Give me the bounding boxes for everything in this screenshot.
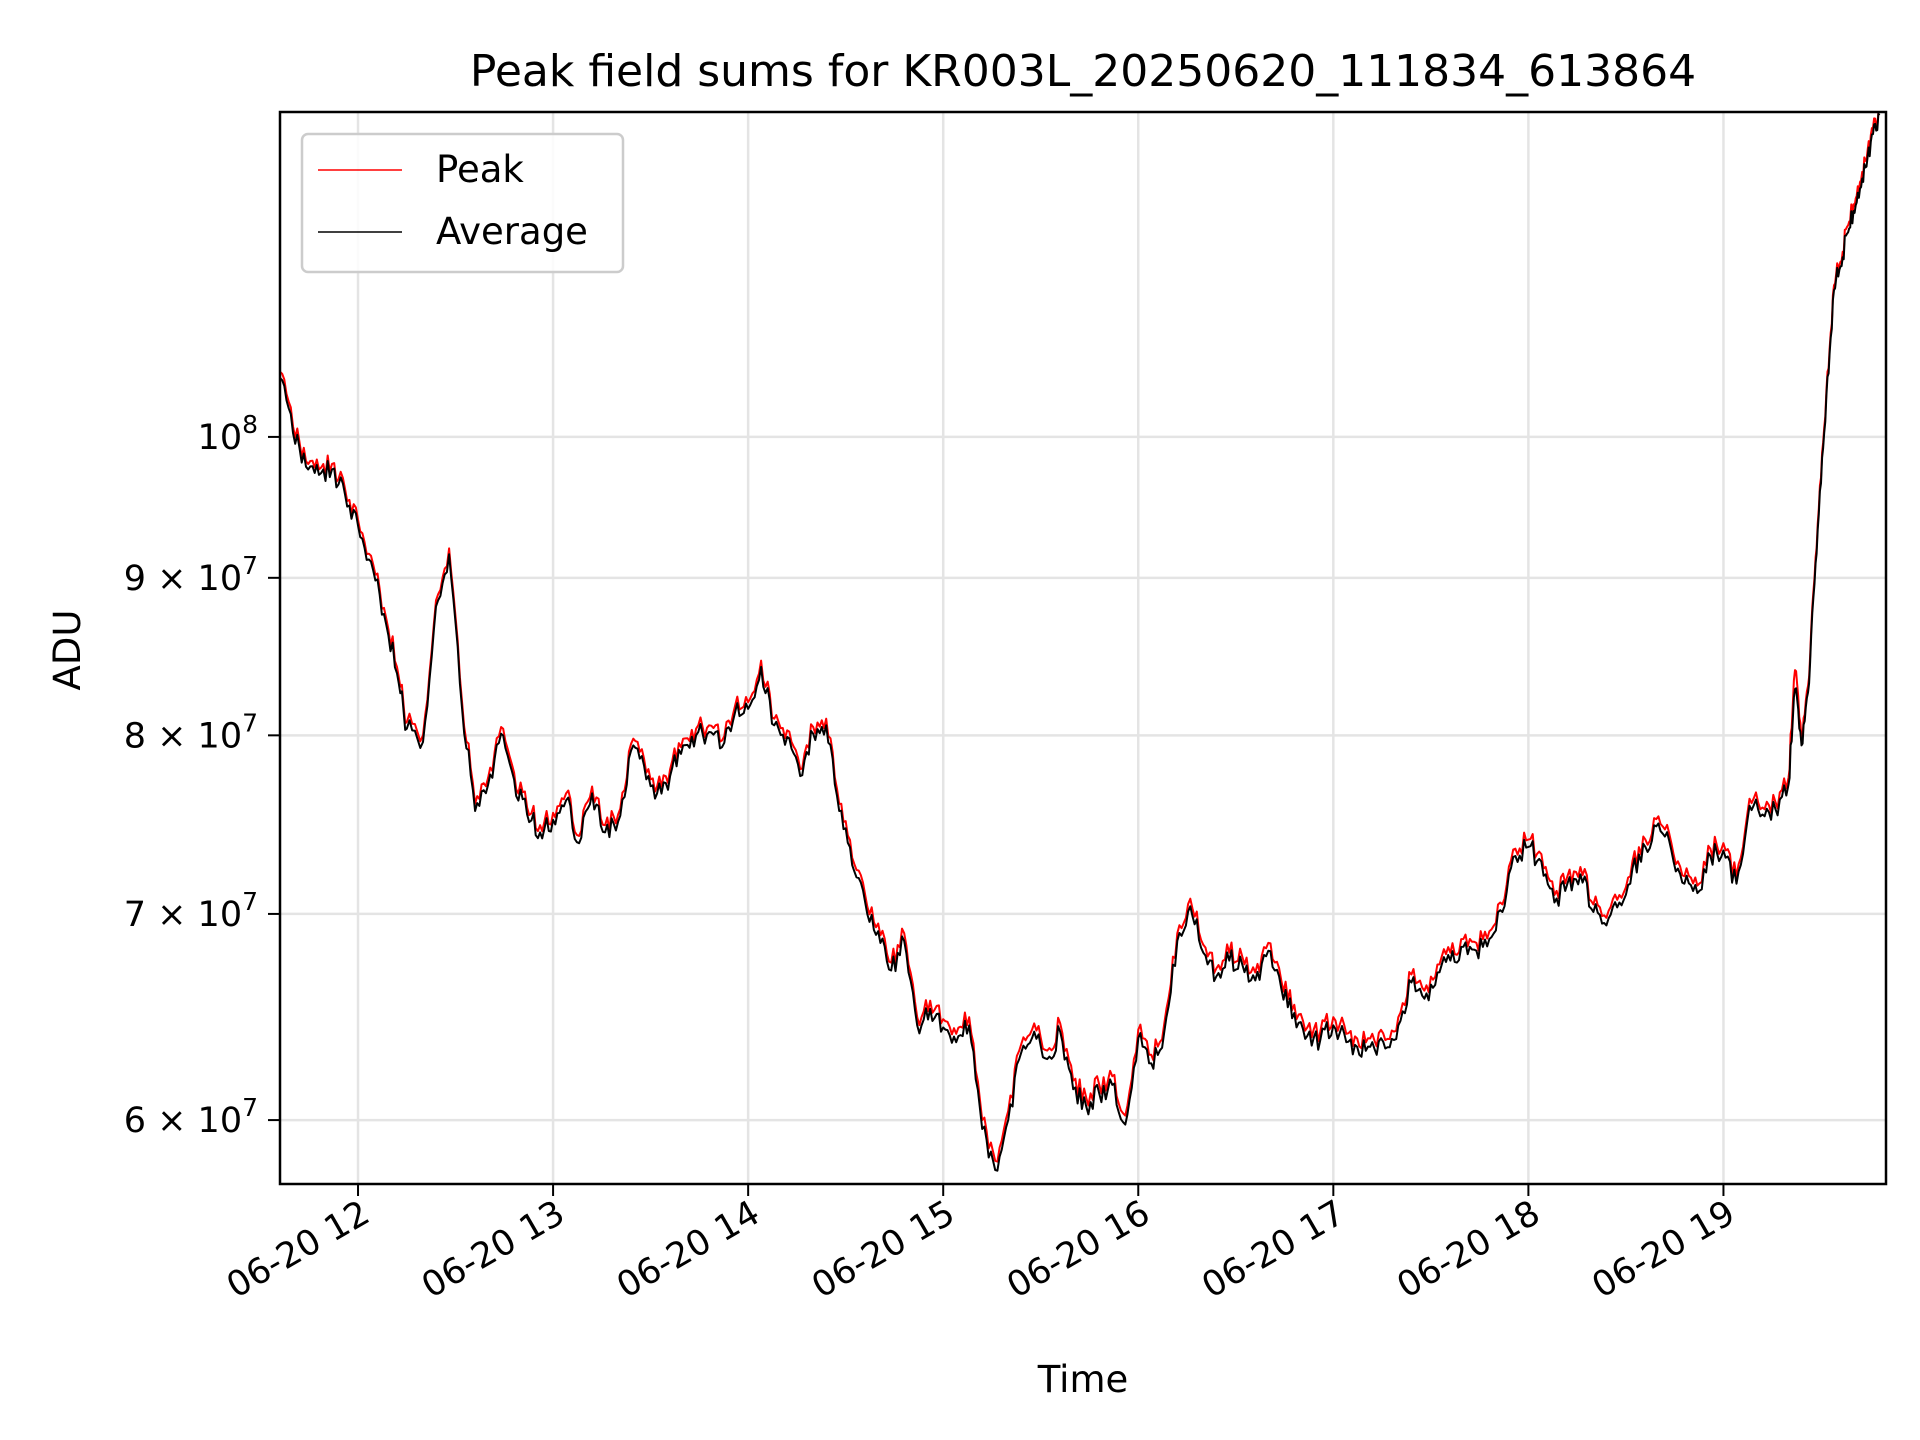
- chart-title: Peak field sums for KR003L_20250620_1118…: [470, 46, 1696, 97]
- x-gridlines: [356, 112, 1725, 1184]
- y-axis-ticks: 6 × 107 7 × 107 8 × 107 9 × 107 108: [124, 410, 280, 1141]
- legend-label-peak: Peak: [436, 148, 524, 191]
- y-tick-label: 7 × 107: [124, 887, 258, 935]
- y-tick-label: 6 × 107: [124, 1093, 258, 1141]
- y-axis-label: ADU: [46, 610, 89, 691]
- series-line-peak: [279, 111, 1880, 1163]
- x-axis-label: Time: [1037, 1358, 1129, 1401]
- legend-label-average: Average: [436, 210, 588, 253]
- plot-frame: [278, 110, 1888, 1186]
- y-tick-label: 108: [198, 410, 258, 458]
- legend: Peak Average: [300, 132, 625, 274]
- y-gridlines: [280, 435, 1886, 1122]
- plot-series: [279, 111, 1881, 1172]
- y-tick-label: 9 × 107: [124, 551, 258, 599]
- y-tick-label: 8 × 107: [124, 708, 258, 756]
- legend-box: [300, 132, 625, 274]
- series-line-average: [279, 112, 1881, 1172]
